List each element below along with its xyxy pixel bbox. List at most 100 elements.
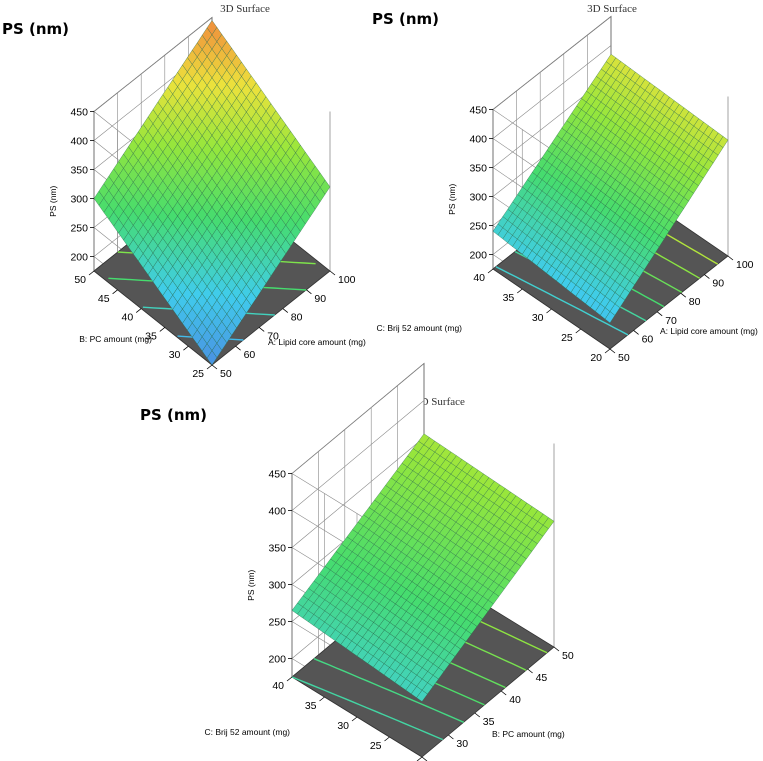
x-tick-label: 80 <box>291 312 303 324</box>
z-axis-label: PS (nm) <box>246 569 256 600</box>
surface-chart-2: PS (nm) 3D Surface 200 250 300 350 400 450 PS (n… <box>372 3 758 364</box>
y-axis-label: C: Brij 52 amount (mg) <box>377 323 463 333</box>
x-axis-label: A: Lipid core amount (mg) <box>660 326 758 336</box>
x-tick-label: 60 <box>642 333 654 345</box>
y-tick-mark <box>286 676 293 682</box>
z-tick-label: 200 <box>268 654 286 666</box>
z-axis-label: PS (nm) <box>447 183 457 214</box>
y-tick-label: 45 <box>98 293 110 305</box>
response-surface <box>492 53 729 324</box>
z-tick-label: 300 <box>70 194 88 206</box>
x-tick-label: 100 <box>338 274 356 286</box>
x-tick-mark <box>553 646 560 652</box>
x-tick-label: 45 <box>536 672 548 684</box>
y-tick-mark <box>575 328 581 334</box>
x-axis-label: A: Lipid core amount (mg) <box>268 337 366 347</box>
response-title: PS (nm) <box>140 406 207 424</box>
y-tick-label: 35 <box>503 292 515 304</box>
x-tick-label: 50 <box>562 650 574 662</box>
z-axis-label: PS (nm) <box>48 185 58 216</box>
z-tick-label: 200 <box>469 250 487 262</box>
z-tick-label: 400 <box>268 506 286 518</box>
y-tick-label: 30 <box>532 312 544 324</box>
z-tick-label: 400 <box>469 134 487 146</box>
y-tick-label: 25 <box>370 740 382 752</box>
response-surface <box>93 20 331 366</box>
contour-line <box>313 658 464 723</box>
x-tick-mark <box>282 308 289 313</box>
surface-cell <box>542 517 555 529</box>
x-tick-mark <box>633 330 639 335</box>
response-title: PS (nm) <box>372 10 439 28</box>
x-tick-label: 90 <box>712 278 724 290</box>
x-tick-label: 30 <box>456 738 468 750</box>
x-tick-mark <box>609 348 616 354</box>
z-tick-label: 350 <box>469 163 487 175</box>
x-tick-mark <box>329 270 336 276</box>
x-tick-label: 40 <box>509 694 521 706</box>
x-tick-mark <box>211 364 218 370</box>
x-axis-label: B: PC amount (mg) <box>492 729 565 739</box>
x-tick-mark <box>500 690 507 696</box>
y-tick-mark <box>183 345 189 351</box>
x-tick-label: 100 <box>736 259 754 271</box>
x-tick-mark <box>527 668 533 674</box>
y-tick-label: 35 <box>145 330 157 342</box>
x-tick-mark <box>306 289 312 295</box>
z-tick-label: 250 <box>469 221 487 233</box>
x-tick-label: 80 <box>689 296 701 308</box>
surface-chart-3: PS (nm) 3D Surface 200 250 300 350 400 450 PS (n… <box>140 362 574 761</box>
x-tick-mark <box>258 327 265 332</box>
x-tick-label: 35 <box>483 716 495 728</box>
y-tick-label: 20 <box>590 352 602 364</box>
y-tick-label: 30 <box>169 349 181 361</box>
response-title: PS (nm) <box>2 20 69 38</box>
z-tick-label: 450 <box>268 469 286 481</box>
z-tick-label: 250 <box>70 223 88 235</box>
surface-chart-1: PS (nm) 3D Surface 200 250 300 350 400 450 PS (n… <box>2 3 366 380</box>
y-tick-mark <box>206 364 213 370</box>
x-tick-label: 70 <box>665 315 677 327</box>
response-surface <box>291 433 555 702</box>
y-tick-mark <box>517 288 523 294</box>
y-tick-mark <box>604 348 611 354</box>
y-tick-label: 50 <box>74 274 86 286</box>
y-tick-mark <box>416 756 423 761</box>
contour-line <box>495 266 629 336</box>
surface-cell <box>717 136 729 148</box>
chart-title: 3D Surface <box>587 3 637 15</box>
y-tick-mark <box>135 308 142 313</box>
contour-line <box>291 676 444 741</box>
y-tick-mark <box>384 736 390 742</box>
y-tick-label: 35 <box>305 700 317 712</box>
x-tick-mark <box>727 255 734 261</box>
chart-title: 3D Surface <box>220 3 270 15</box>
y-tick-label: 40 <box>272 680 284 692</box>
x-tick-label: 50 <box>220 368 232 380</box>
z-tick-label: 250 <box>268 617 286 629</box>
z-tick-label: 300 <box>268 580 286 592</box>
x-tick-label: 70 <box>267 330 279 342</box>
z-tick-label: 300 <box>469 192 487 204</box>
y-tick-mark <box>88 270 95 276</box>
z-tick-label: 450 <box>469 105 487 117</box>
z-tick-label: 450 <box>70 107 88 119</box>
x-tick-mark <box>235 345 241 351</box>
x-tick-mark <box>448 734 454 740</box>
x-tick-mark <box>680 292 687 298</box>
y-axis-label: C: Brij 52 amount (mg) <box>205 727 291 737</box>
y-tick-mark <box>159 327 166 332</box>
x-tick-label: 60 <box>244 349 256 361</box>
y-tick-label: 30 <box>337 720 349 732</box>
z-tick-label: 350 <box>268 543 286 555</box>
y-tick-mark <box>546 308 552 314</box>
x-tick-mark <box>474 712 481 718</box>
y-tick-label: 40 <box>473 272 485 284</box>
chart-title: 3D Surface <box>415 396 465 408</box>
y-tick-mark <box>112 289 118 295</box>
z-tick-label: 400 <box>70 136 88 148</box>
y-axis-label: B: PC amount (mg) <box>79 334 152 344</box>
x-tick-label: 50 <box>618 352 630 364</box>
x-tick-mark <box>704 274 710 279</box>
